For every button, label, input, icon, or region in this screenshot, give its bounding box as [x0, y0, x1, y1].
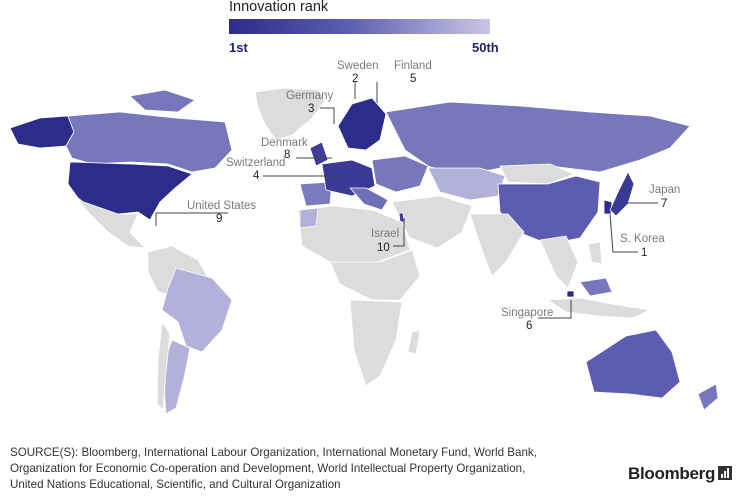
region-eastern-europe [371, 155, 429, 193]
region-mexico [77, 199, 146, 249]
callout-finland-name: Finland [394, 60, 432, 72]
leader-singapore [538, 300, 572, 319]
region-israel [398, 212, 405, 223]
legend-color-scale [229, 19, 490, 34]
callout-switzerland-name: Switzerland [226, 157, 285, 169]
region-canada [65, 111, 233, 173]
bar-chart-icon [718, 466, 733, 480]
callout-japan-rank: 7 [661, 198, 667, 210]
world-map: Sweden 2 Finland 5 Germany 3 Denmark 8 S… [9, 60, 719, 415]
callout-denmark-rank: 8 [284, 149, 290, 161]
source-line: Organization for Economic Co-operation a… [10, 462, 526, 475]
callout-germany-rank: 3 [308, 103, 314, 115]
region-greenland [254, 87, 326, 141]
region-united-states [67, 161, 193, 221]
callout-denmark-name: Denmark [261, 137, 308, 149]
legend-min-label: 1st [229, 40, 248, 55]
legend-title: Innovation rank [229, 0, 329, 15]
region-france-central-europe [321, 159, 376, 197]
callout-sweden-rank: 2 [352, 73, 358, 85]
region-alaska [9, 115, 75, 149]
region-scandinavia [337, 97, 387, 151]
region-iberia [299, 181, 333, 207]
region-mongolia [499, 163, 575, 185]
region-north-africa [297, 205, 411, 263]
callout-germany-name: Germany [286, 90, 334, 102]
region-south-korea [603, 199, 613, 215]
callout-israel-name: Israel [371, 228, 399, 240]
region-southern-africa [349, 299, 403, 387]
region-madagascar [407, 329, 421, 355]
region-central-africa [329, 249, 421, 301]
leader-germany [320, 107, 335, 124]
region-morocco [299, 207, 319, 229]
source-line: SOURCE(S): Bloomberg, International Labo… [10, 446, 537, 459]
leader-south-korea [609, 213, 638, 253]
callout-singapore-name: Singapore [501, 307, 553, 319]
region-malaysia-borneo [579, 277, 613, 297]
leader-united-states [155, 212, 228, 226]
region-canada-islands [129, 89, 196, 113]
region-middle-east [391, 195, 473, 249]
callout-finland-rank: 5 [410, 73, 416, 85]
region-new-zealand [697, 383, 719, 411]
callout-sweden-name: Sweden [337, 60, 379, 72]
region-japan [609, 171, 635, 217]
bloomberg-logo: Bloomberg [628, 464, 733, 484]
callout-japan-name: Japan [649, 184, 680, 196]
callout-united-states-rank: 9 [216, 213, 222, 225]
source-note: SOURCE(S): Bloomberg, International Labo… [10, 445, 610, 493]
callout-singapore-rank: 6 [526, 320, 532, 332]
callout-south-korea-name: S. Korea [620, 233, 665, 245]
region-brazil [161, 267, 233, 353]
region-singapore [566, 290, 575, 298]
region-uk [309, 141, 329, 167]
region-indonesia [547, 297, 651, 319]
source-line: United Nations Educational, Scientific, … [10, 478, 341, 491]
leader-israel [393, 218, 405, 247]
region-southeast-asia [539, 235, 579, 289]
callout-switzerland-rank: 4 [253, 170, 260, 182]
legend-max-label: 50th [472, 40, 499, 55]
callout-united-states-name: United States [187, 200, 256, 212]
callout-israel-rank: 10 [377, 242, 390, 254]
region-australia [585, 329, 681, 399]
region-philippines [587, 241, 603, 265]
region-chile [156, 321, 171, 411]
region-india [469, 213, 525, 277]
callout-south-korea-rank: 1 [641, 247, 647, 259]
brand-name: Bloomberg [628, 464, 716, 483]
region-central-asia [427, 167, 506, 201]
region-italy-balkans [349, 187, 389, 211]
